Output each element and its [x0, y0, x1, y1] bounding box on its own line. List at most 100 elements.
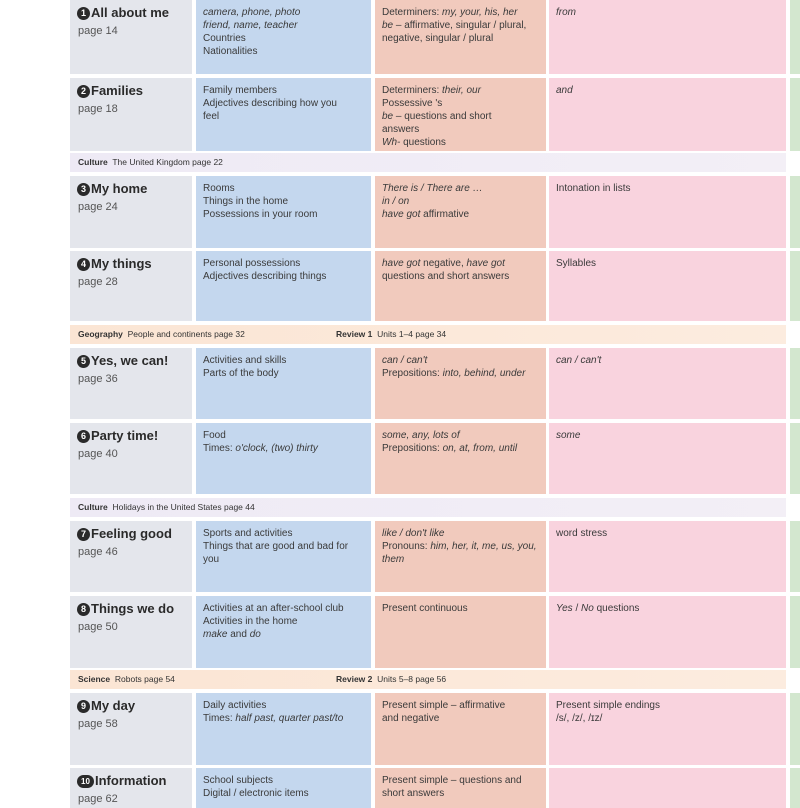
text-segment: and	[227, 629, 250, 640]
unit-title-text: Information	[95, 773, 167, 788]
text-line: be – affirmative, singular / plural,	[382, 19, 539, 32]
text-line: Activities in the home	[203, 615, 364, 628]
grammar-cell: like / don't like Pronouns: him, her, it,…	[375, 521, 546, 592]
unit-cell[interactable]: 3 My home page 24	[70, 176, 192, 248]
text-line: Things that are good and bad for	[203, 540, 364, 553]
review-ref: Review 2 Units 5–8 page 56	[336, 670, 446, 689]
text-line: Digital / electronic items	[203, 787, 364, 800]
text-line: can / can't	[382, 354, 539, 367]
text-segment: them	[382, 554, 405, 565]
text-line: Rooms	[203, 182, 364, 195]
text-segment: Possessive 's	[382, 98, 443, 109]
text-segment: some	[556, 430, 581, 441]
text-segment: Present continuous	[382, 603, 468, 614]
text-segment: my, your, his, her	[442, 7, 518, 18]
text-line: from	[556, 6, 779, 19]
text-segment: half past, quarter past/to	[235, 713, 344, 724]
text-segment: No	[581, 603, 594, 614]
unit-title: 1 All about me	[77, 5, 185, 21]
unit-number-badge: 7	[77, 527, 90, 541]
text-line: make and do	[203, 628, 364, 641]
review-label: Review 2	[336, 674, 373, 684]
text-line: Family members	[203, 84, 364, 97]
text-segment: Pronouns:	[382, 541, 431, 552]
text-line: Parts of the body	[203, 367, 364, 380]
pronunciation-cell: from	[549, 0, 786, 74]
text-line: like / don't like	[382, 527, 539, 540]
unit-cell[interactable]: 8 Things we do page 50	[70, 596, 192, 668]
text-segment: have got	[466, 258, 505, 269]
band-text: The United Kingdom page 22	[112, 157, 223, 167]
text-segment: o'clock, (two) thirty	[235, 443, 318, 454]
text-line: Food	[203, 429, 364, 442]
text-segment: There is / There are …	[382, 183, 483, 194]
text-segment: be	[382, 20, 394, 31]
text-segment: Present simple – questions and	[382, 775, 522, 786]
text-segment: can / can't	[556, 355, 602, 366]
unit-number-badge: 10	[77, 774, 94, 788]
text-segment: have got	[382, 209, 421, 220]
text-segment: Sports and activities	[203, 528, 293, 539]
unit-cell[interactable]: 4 My things page 28	[70, 251, 192, 321]
grammar-cell: have got negative, have got questions and…	[375, 251, 546, 321]
unit-title: 8 Things we do	[77, 601, 185, 617]
text-segment: – questions and short	[393, 111, 492, 122]
text-line: Possessive 's	[382, 97, 539, 110]
text-segment: into, behind, under	[442, 368, 526, 379]
text-line: some	[556, 429, 779, 442]
text-segment: Things in the home	[203, 196, 289, 207]
vocabulary-cell: camera, phone, photo friend, name, teache…	[196, 0, 371, 74]
unit-cell[interactable]: 2 Families page 18	[70, 78, 192, 151]
text-line: Present simple – affirmative	[382, 699, 539, 712]
text-segment: word stress	[556, 528, 608, 539]
text-line: Prepositions: on, at, from, until	[382, 442, 539, 455]
unit-cell[interactable]: 6 Party time! page 40	[70, 423, 192, 494]
text-line: Activities and skills	[203, 354, 364, 367]
text-line: you	[203, 553, 364, 566]
unit-number-badge: 6	[77, 429, 90, 443]
unit-cell[interactable]: 5 Yes, we can! page 36	[70, 348, 192, 419]
text-segment: friend, name, teacher	[203, 20, 298, 31]
text-segment: Possessions in your room	[203, 209, 318, 220]
unit-cell[interactable]: 7 Feeling good page 46	[70, 521, 192, 592]
text-segment: him, her, it, me, us, you,	[430, 541, 537, 552]
text-line: Present continuous	[382, 602, 539, 615]
text-line: Determiners: their, our	[382, 84, 539, 97]
review-text: Units 1–4 page 34	[377, 329, 447, 339]
text-line: Adjectives describing things	[203, 270, 364, 283]
text-segment: and negative	[382, 713, 440, 724]
unit-cell[interactable]: 9 My day page 58	[70, 693, 192, 765]
text-segment: on, at, from, until	[442, 443, 518, 454]
text-segment: camera, phone, photo	[203, 7, 301, 18]
unit-cell[interactable]: 1 All about me page 14	[70, 0, 192, 74]
unit-number-badge: 2	[77, 84, 90, 98]
pronunciation-cell: word stress	[549, 521, 786, 592]
band-label: Geography	[78, 329, 123, 339]
vocabulary-cell: Food Times: o'clock, (two) thirty	[196, 423, 371, 494]
review-ref: Review 1 Units 1–4 page 34	[336, 325, 446, 344]
unit-cell[interactable]: 10 Information page 62	[70, 768, 192, 808]
text-segment: some, any, lots of	[382, 430, 460, 441]
next-column-edge	[790, 768, 800, 808]
text-line: have got negative, have got	[382, 257, 539, 270]
band-label: Culture	[78, 157, 108, 167]
unit-title: 2 Families	[77, 83, 185, 99]
text-segment: Intonation in lists	[556, 183, 631, 194]
text-line: Countries	[203, 32, 364, 45]
unit-row: 3 My home page 24 Rooms Things in the home Po…	[0, 176, 800, 248]
pronunciation-cell: some	[549, 423, 786, 494]
unit-title-text: All about me	[91, 5, 170, 20]
text-segment: you	[203, 554, 220, 565]
unit-page-ref: page 40	[78, 448, 118, 460]
text-segment: negative, singular / plural	[382, 33, 494, 44]
unit-title-text: Yes, we can!	[91, 353, 169, 368]
band-text: Holidays in the United States page 44	[112, 502, 255, 512]
unit-row: 4 My things page 28 Personal possessions Adj…	[0, 251, 800, 321]
text-segment: Present simple – affirmative	[382, 700, 506, 711]
unit-row: 6 Party time! page 40 Food Times: o'clock, (…	[0, 423, 800, 494]
text-line: Determiners: my, your, his, her	[382, 6, 539, 19]
next-column-edge	[790, 78, 800, 151]
vocabulary-cell: Activities at an after-school club Activi…	[196, 596, 371, 668]
vocabulary-cell: Activities and skills Parts of the body	[196, 348, 371, 419]
